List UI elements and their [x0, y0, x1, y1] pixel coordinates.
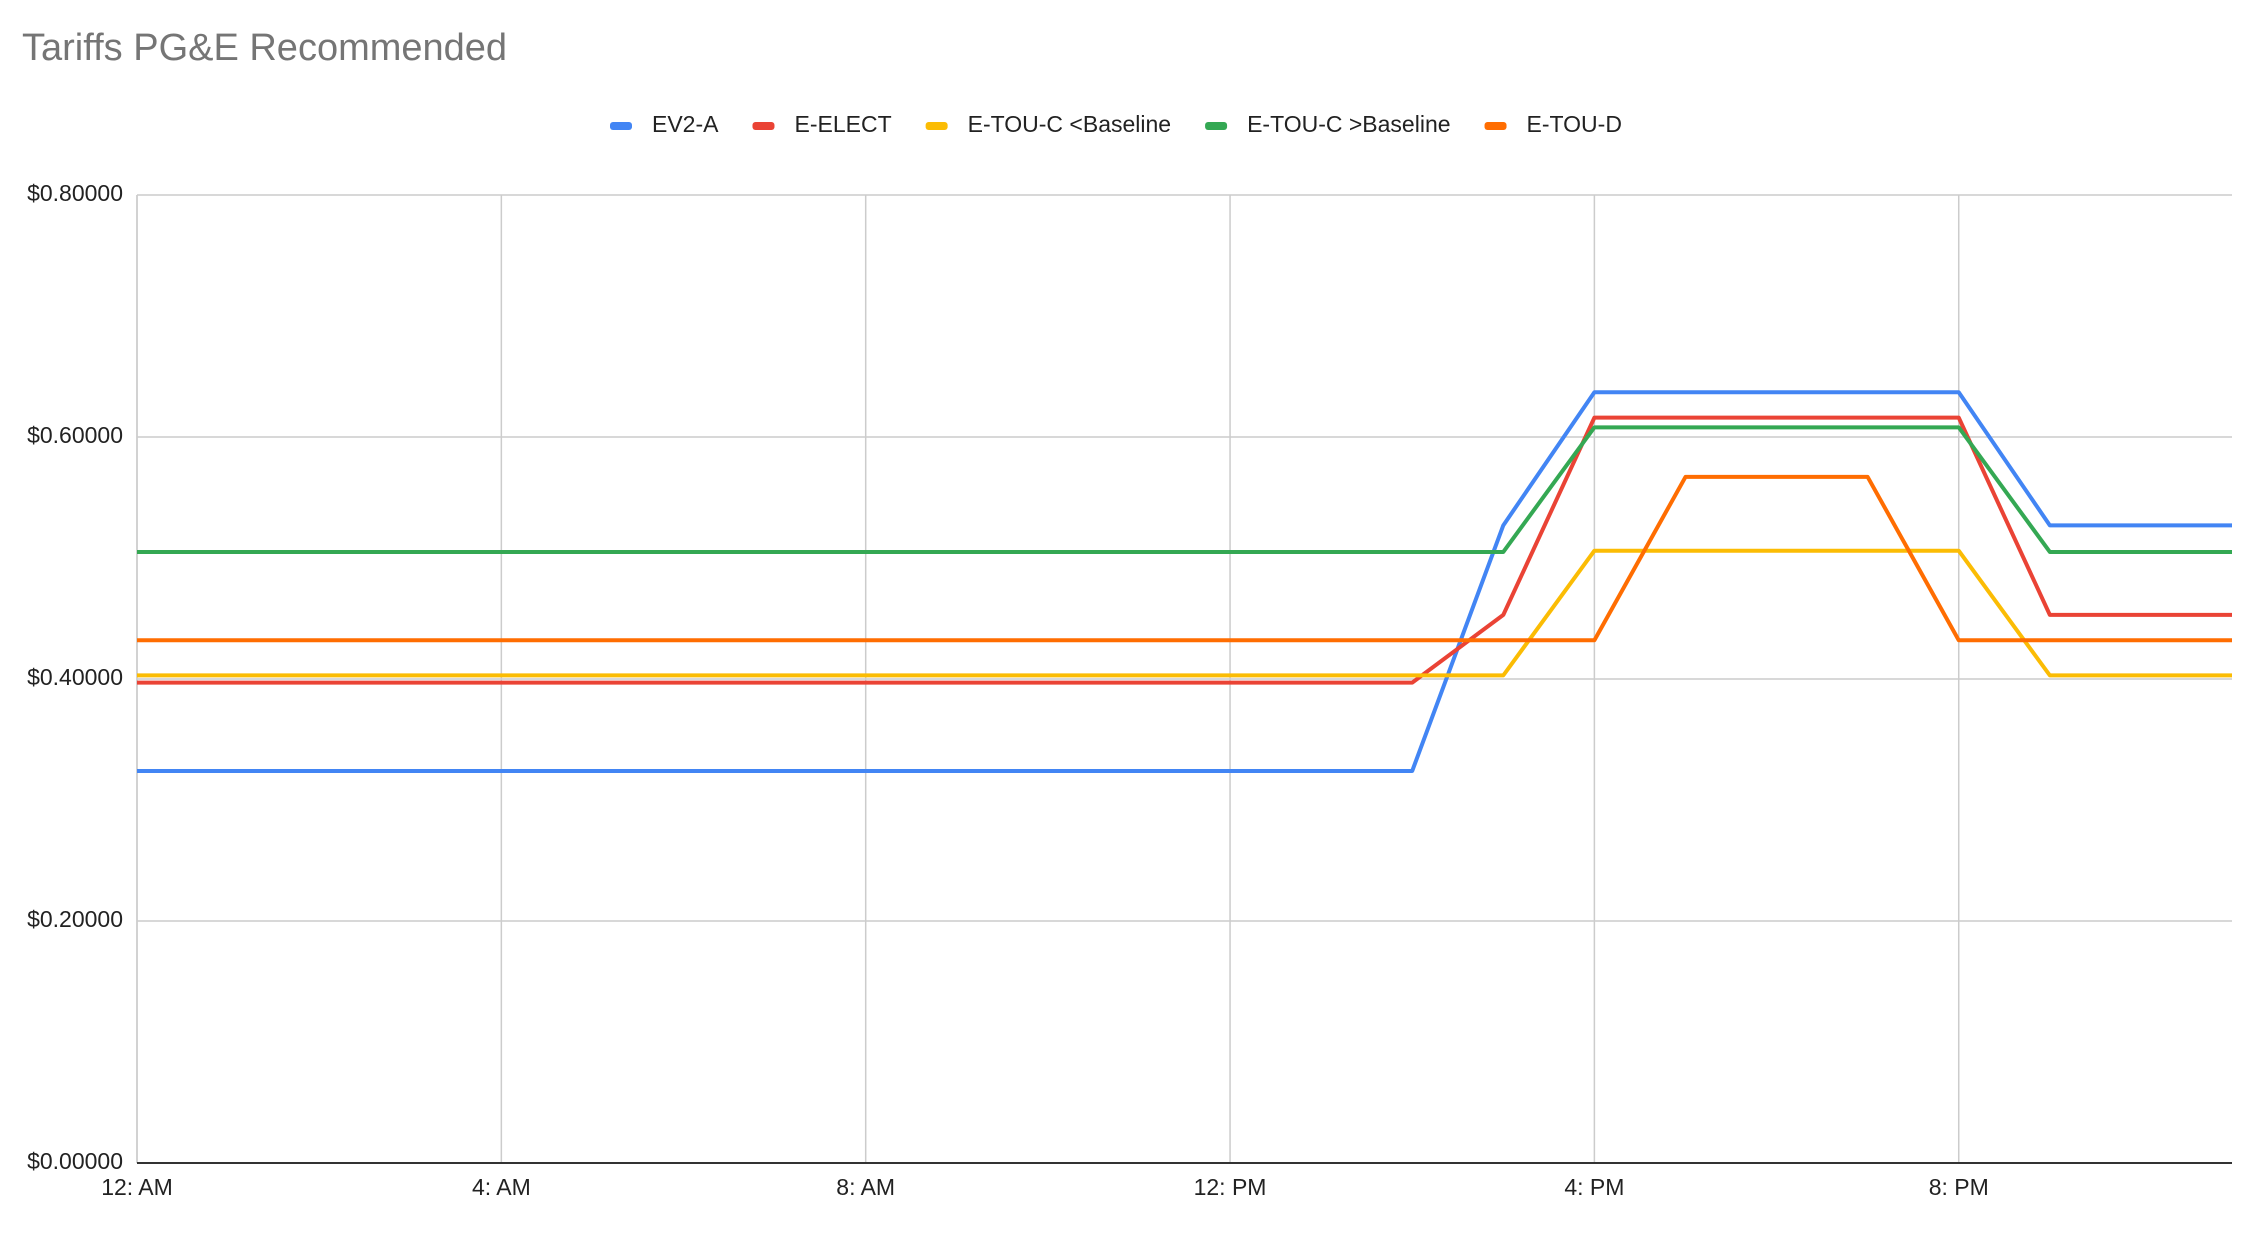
y-tick-label: $0.60000 — [27, 422, 123, 448]
x-tick-label: 12: PM — [1194, 1174, 1267, 1200]
legend-swatch — [752, 122, 775, 130]
chart-title: Tariffs PG&E Recommended — [22, 27, 507, 69]
x-tick-label: 4: PM — [1564, 1174, 1624, 1200]
legend-swatch — [925, 122, 948, 130]
x-tick-label: 4: AM — [472, 1174, 531, 1200]
x-tick-label: 8: PM — [1929, 1174, 1989, 1200]
x-tick-label: 8: AM — [836, 1174, 895, 1200]
y-tick-label: $0.00000 — [27, 1148, 123, 1174]
y-tick-label: $0.80000 — [27, 180, 123, 206]
y-tick-label: $0.40000 — [27, 664, 123, 690]
legend-swatch — [1484, 122, 1507, 130]
line-series — [137, 548, 2232, 678]
legend-label: E-TOU-D — [1527, 111, 1622, 137]
legend-label: E-TOU-C <Baseline — [968, 111, 1171, 137]
line-series — [137, 425, 2232, 554]
x-tick-label: 12: AM — [101, 1174, 173, 1200]
legend-swatch — [1205, 122, 1228, 130]
line-series — [137, 415, 2232, 685]
legend-label: EV2-A — [652, 111, 719, 137]
line-series — [137, 474, 2232, 643]
legend-swatch — [610, 122, 632, 130]
line-series — [137, 390, 2232, 773]
legend-label: E-ELECT — [794, 111, 891, 137]
legend-label: E-TOU-C >Baseline — [1247, 111, 1450, 137]
y-tick-label: $0.20000 — [27, 906, 123, 932]
